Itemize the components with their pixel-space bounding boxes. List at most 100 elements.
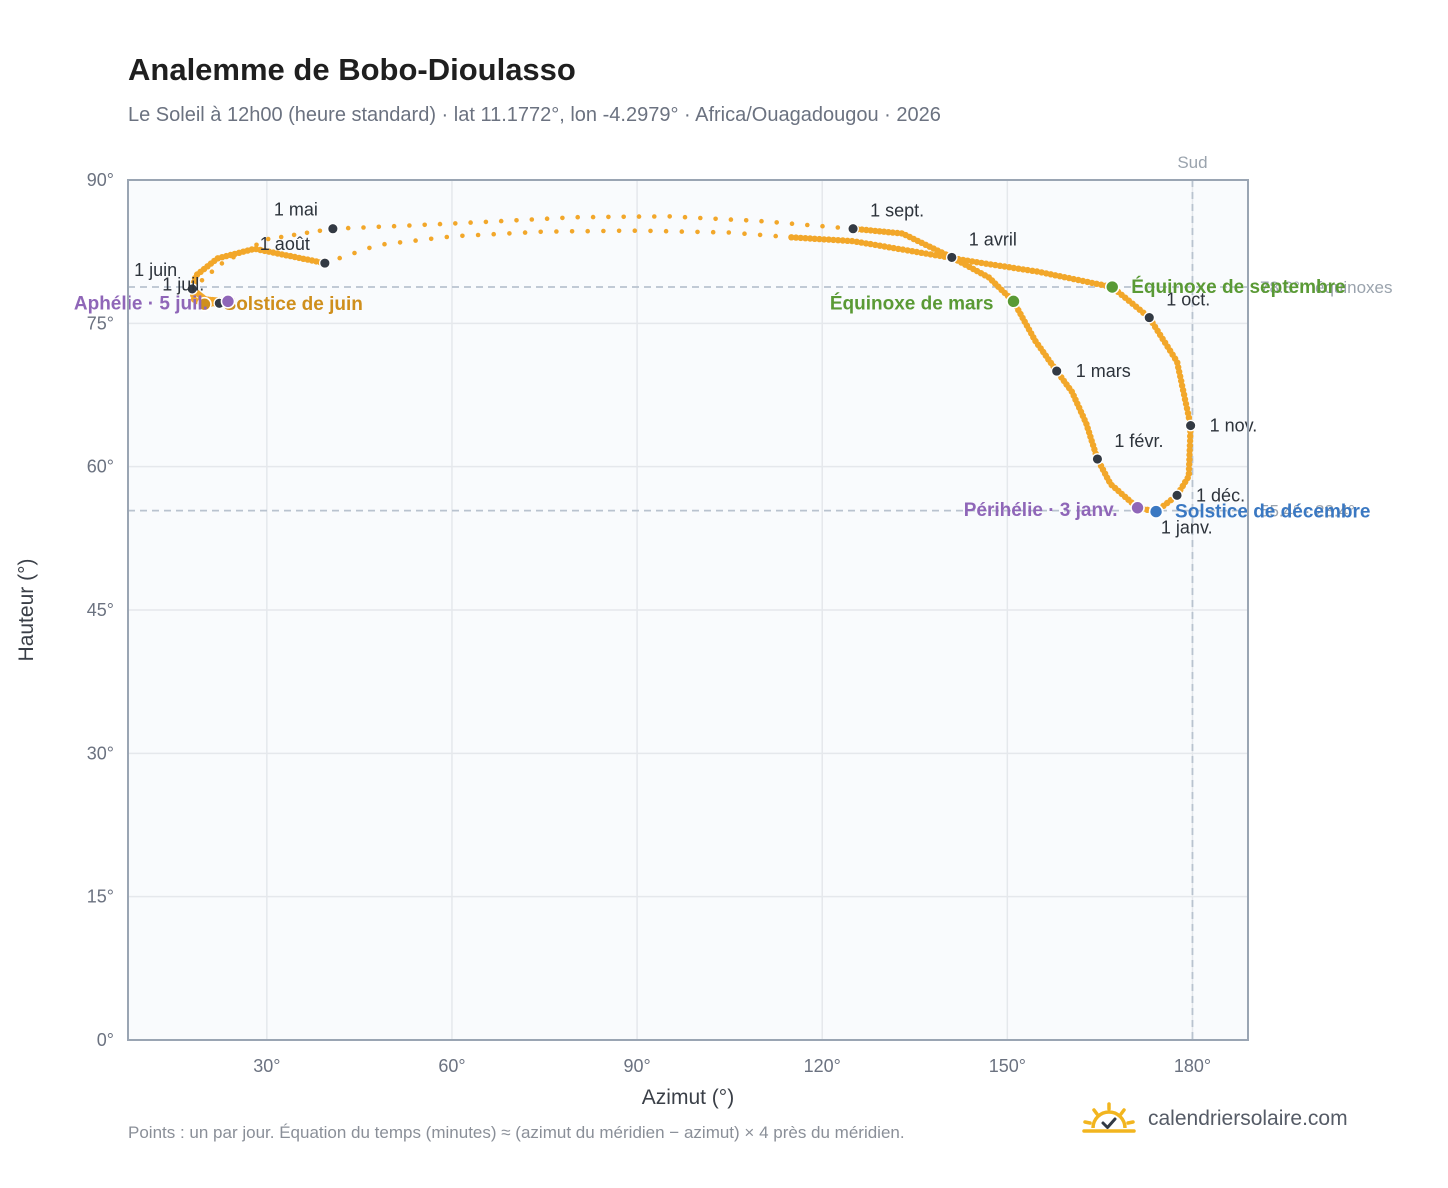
daily-point — [554, 229, 559, 234]
event-label: Équinoxe de septembre — [1131, 276, 1345, 298]
brand[interactable]: calendriersolaire.com — [1082, 1102, 1348, 1136]
month-label: 1 janv. — [1161, 518, 1213, 538]
daily-point — [978, 259, 985, 267]
daily-point — [1186, 442, 1194, 449]
daily-point — [1024, 266, 1031, 274]
daily-point — [792, 234, 800, 241]
daily-point — [507, 231, 512, 236]
daily-point — [352, 250, 357, 256]
daily-point — [453, 221, 458, 226]
event-marker — [1130, 500, 1145, 516]
daily-point — [816, 235, 823, 243]
daily-point — [1187, 433, 1194, 440]
daily-point — [774, 220, 779, 225]
y-tick-label: 90° — [87, 170, 114, 190]
month-label: 1 avril — [969, 229, 1017, 249]
daily-point — [872, 241, 879, 249]
key-events: Équinoxe de mars Équinoxe de septembre Sol… — [74, 276, 1371, 523]
event-marker — [1104, 279, 1120, 295]
event-label: Solstice de décembre — [1175, 502, 1370, 523]
daily-point — [759, 218, 764, 224]
daily-point — [437, 221, 443, 227]
daily-point — [428, 236, 434, 242]
daily-point — [376, 224, 382, 230]
x-axis-label: Azimut (°) — [642, 1086, 734, 1109]
daily-point — [713, 216, 718, 222]
daily-point — [835, 225, 841, 230]
reference-lines: Sud 78.8° · équinoxes 55.4° · 23.4° — [128, 153, 1393, 1040]
daily-point — [265, 236, 271, 242]
daily-point — [514, 218, 519, 223]
daily-point — [726, 230, 732, 235]
daily-point — [710, 229, 716, 235]
month-label: 1 août — [260, 234, 310, 254]
y-tick-label: 15° — [87, 887, 114, 907]
daily-point — [491, 231, 497, 237]
daily-point — [742, 231, 747, 236]
daily-point — [806, 235, 814, 242]
daily-point — [788, 234, 795, 241]
x-tick-label: 120° — [804, 1056, 841, 1076]
month-marker — [318, 257, 331, 269]
month-label: 1 nov. — [1210, 416, 1258, 436]
reference-line-label: 78.8° · équinoxes — [1260, 278, 1393, 297]
daily-point — [422, 222, 428, 228]
daily-point — [219, 261, 225, 266]
chart-subtitle: Le Soleil à 12h00 (heure standard) · lat… — [128, 104, 941, 126]
x-tick-label: 150° — [989, 1056, 1026, 1076]
footnote: Points : un par jour. Équation du temps … — [128, 1123, 905, 1142]
month-label: 1 sept. — [870, 201, 924, 221]
daily-point — [1186, 447, 1193, 454]
daily-point — [606, 214, 611, 220]
daily-point — [413, 238, 418, 243]
event-marker — [1148, 504, 1164, 519]
daily-point — [844, 237, 851, 244]
daily-point — [773, 233, 778, 239]
event-label: Aphélie · 5 juil. — [74, 293, 208, 314]
event-marker — [220, 294, 236, 309]
month-marker — [1143, 311, 1156, 324]
daily-point — [601, 228, 606, 234]
south-label: Sud — [1177, 153, 1207, 172]
daily-point — [820, 236, 828, 243]
month-marker — [1184, 419, 1197, 432]
daily-point — [663, 228, 669, 234]
event-marker — [197, 296, 212, 312]
daily-point — [460, 233, 465, 239]
daily-point — [382, 241, 387, 247]
daily-point — [522, 230, 528, 235]
month-marker — [1091, 453, 1104, 465]
daily-point — [652, 214, 657, 219]
month-marker — [1050, 365, 1063, 377]
y-tick-label: 0° — [97, 1030, 114, 1050]
daily-point — [254, 242, 259, 248]
daily-point — [830, 236, 837, 244]
daily-point — [679, 229, 685, 234]
month-label: 1 mars — [1076, 361, 1131, 381]
daily-point — [1186, 451, 1193, 459]
daily-point — [529, 217, 535, 222]
daily-point — [667, 214, 672, 219]
daily-point — [317, 228, 323, 234]
chart-title: Analemme de Bobo-Dioulasso — [128, 52, 576, 87]
daily-point — [1186, 437, 1194, 445]
reference-line-label: 55.4° · 23.4° — [1260, 502, 1355, 521]
daily-point — [1186, 461, 1193, 468]
brand-name[interactable]: calendriersolaire.com — [1148, 1107, 1348, 1130]
daily-point — [278, 234, 284, 240]
y-tick-label: 75° — [87, 313, 114, 333]
daily-point — [648, 228, 653, 234]
daily-point — [575, 214, 580, 220]
daily-point — [407, 223, 412, 228]
daily-point — [899, 246, 907, 253]
daily-point — [367, 245, 372, 251]
month-label: 1 févr. — [1114, 431, 1163, 451]
daily-point — [757, 232, 763, 238]
daily-point — [444, 234, 450, 240]
daily-point — [498, 218, 504, 224]
daily-point — [839, 237, 846, 244]
x-tick-label: 60° — [438, 1056, 465, 1076]
event-label: Périhélie · 3 janv. — [964, 500, 1118, 521]
daily-point — [209, 269, 215, 275]
